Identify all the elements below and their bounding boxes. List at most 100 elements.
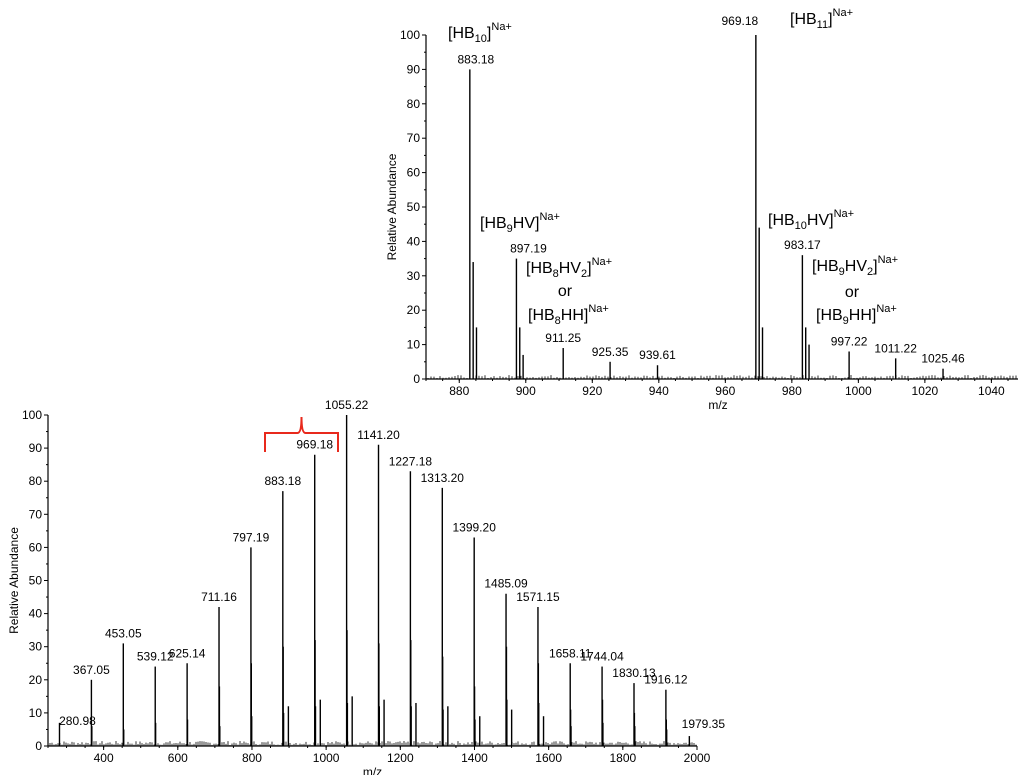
y-tick-label: 70 — [29, 507, 43, 521]
peak-label: 1055.22 — [325, 398, 369, 412]
peak-label: 1399.20 — [452, 520, 496, 534]
peak-label: 997.22 — [831, 334, 868, 348]
ion-annotation: or — [845, 284, 860, 301]
ion-annotation-part: HV — [559, 260, 582, 277]
peak-label: 1658.11 — [549, 646, 592, 660]
ion-annotation-part: 8 — [555, 315, 561, 327]
y-tick-label: 20 — [29, 673, 43, 687]
ion-annotation-part: [HB — [816, 307, 843, 324]
x-tick-label: 1000 — [313, 751, 340, 765]
y-tick-label: 70 — [407, 131, 421, 145]
ion-annotation-part: 8 — [553, 268, 559, 280]
ion-annotation: [HB10HV]Na+ — [768, 208, 854, 232]
y-tick-label: 60 — [29, 540, 43, 554]
peak-label: 280.98 — [59, 714, 96, 728]
peak-label: 1141.20 — [357, 428, 400, 442]
peak-label: 939.61 — [639, 348, 676, 362]
ion-annotation-part: Na+ — [588, 303, 609, 315]
x-tick-label: 940 — [649, 384, 669, 398]
ion-annotation-part: [HB — [812, 258, 839, 275]
y-tick-label: 0 — [413, 372, 420, 386]
peak-label: 1979.35 — [682, 717, 726, 731]
ion-annotation-part: HV] — [513, 215, 540, 232]
x-axis-title: m/z — [363, 765, 382, 775]
ion-annotation-part: [HB — [480, 215, 507, 232]
ion-annotation: [HB8HH]Na+ — [528, 303, 609, 327]
y-axis-title: Relative Abundance — [7, 527, 21, 634]
y-tick-label: 20 — [407, 303, 421, 317]
ion-annotation: [HB10]Na+ — [448, 21, 512, 45]
x-tick-label: 900 — [516, 384, 536, 398]
ion-annotation-part: or — [845, 284, 860, 301]
y-tick-label: 30 — [29, 640, 43, 654]
x-tick-label: 2000 — [684, 751, 711, 765]
red-bracket — [264, 416, 339, 452]
y-tick-label: 60 — [407, 166, 421, 180]
y-tick-label: 40 — [407, 234, 421, 248]
peak-label: 911.25 — [545, 331, 581, 345]
ion-annotation-part: HH] — [561, 307, 589, 324]
ion-annotation-part: 2 — [581, 268, 587, 280]
ion-annotation: or — [558, 283, 573, 300]
peak-label: 969.18 — [722, 14, 759, 28]
peak-label: 1313.20 — [421, 471, 465, 485]
ion-annotation-part: [HB — [528, 307, 555, 324]
x-tick-label: 1020 — [912, 384, 939, 398]
peak-label: 367.05 — [73, 663, 110, 677]
x-tick-label: 400 — [94, 751, 114, 765]
ion-annotation-part: 2 — [867, 266, 873, 278]
ion-annotation-part: ] — [828, 11, 832, 28]
peak-label: 797.19 — [233, 530, 270, 544]
x-tick-label: 1040 — [978, 384, 1005, 398]
ion-annotation-part: HH] — [849, 307, 877, 324]
y-tick-label: 10 — [407, 338, 421, 352]
peak-label: 539.12 — [137, 650, 174, 664]
x-tick-label: 1000 — [845, 384, 872, 398]
peak-label: 983.17 — [784, 238, 821, 252]
peak-label: 1830.13 — [612, 666, 656, 680]
y-tick-label: 0 — [35, 739, 42, 753]
peak-label: 1744.04 — [580, 650, 624, 664]
ion-annotation-part: 10 — [795, 220, 807, 232]
x-tick-label: 1400 — [461, 751, 488, 765]
peak-label: 883.18 — [457, 52, 494, 66]
ion-annotation-part: 9 — [839, 266, 845, 278]
ion-annotation-part: Na+ — [876, 303, 897, 315]
y-tick-label: 90 — [29, 441, 43, 455]
ion-annotation: [HB9HH]Na+ — [816, 303, 897, 327]
y-tick-label: 90 — [407, 62, 421, 76]
peak-label: 925.35 — [592, 345, 629, 359]
peak-label: 711.16 — [201, 590, 237, 604]
ion-annotation-part: or — [558, 283, 573, 300]
ion-annotation-part: 9 — [843, 315, 849, 327]
x-tick-label: 960 — [715, 384, 735, 398]
y-tick-label: 30 — [407, 269, 421, 283]
y-tick-label: 40 — [29, 607, 43, 621]
peak-label: 897.19 — [510, 242, 547, 256]
ion-annotation-part: 9 — [507, 223, 513, 235]
y-tick-label: 50 — [407, 200, 421, 214]
peak-label: 1025.46 — [921, 352, 965, 366]
peak-label: 1011.22 — [874, 341, 917, 355]
ion-annotation-part: Na+ — [539, 211, 560, 223]
x-tick-label: 800 — [242, 751, 262, 765]
ion-annotation-part: Na+ — [834, 208, 855, 220]
peak-label: 1916.12 — [644, 673, 688, 687]
peak-label: 883.18 — [264, 474, 301, 488]
y-tick-label: 10 — [29, 706, 43, 720]
ion-annotation-part: 10 — [475, 33, 487, 45]
ion-annotation: [HB9HV2]Na+ — [812, 254, 898, 278]
y-tick-label: 50 — [29, 574, 43, 588]
x-axis-title: m/z — [708, 398, 727, 412]
ion-annotation-part: [HB — [448, 25, 475, 42]
peak-label: 969.18 — [296, 438, 333, 452]
ion-annotation-part: ] — [587, 260, 591, 277]
peak-label: 625.14 — [169, 646, 206, 660]
ion-annotation: [HB8HV2]Na+ — [526, 256, 612, 280]
ion-annotation-part: Na+ — [833, 7, 854, 19]
peak-label: 1485.09 — [484, 577, 528, 591]
x-tick-label: 920 — [582, 384, 602, 398]
ion-annotation-part: [HB — [768, 212, 795, 229]
